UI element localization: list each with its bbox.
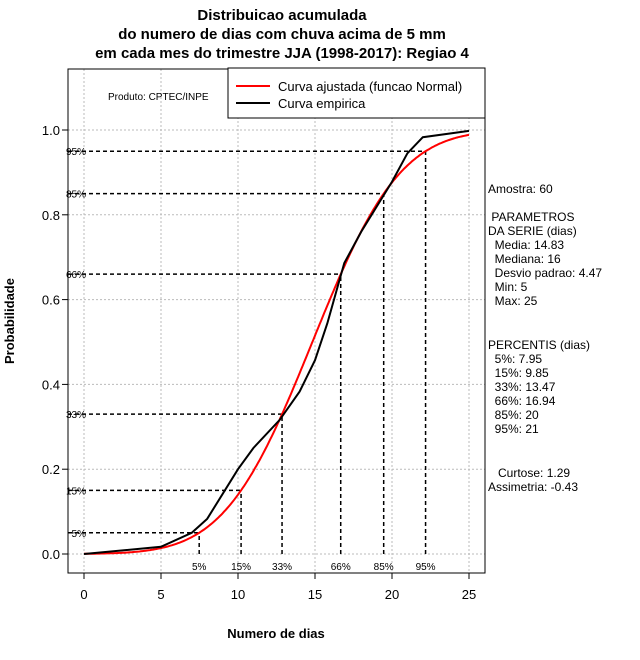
stats-panel: Amostra: 60 PARAMETROS DA SERIE (dias) M… — [488, 182, 638, 494]
params-title: PARAMETROS DA SERIE (dias) — [488, 210, 577, 238]
curtose: Curtose: 1.29 — [488, 466, 571, 480]
percentil-85: 85%: 20 — [488, 408, 539, 422]
chart-title-line: em cada mes do trimestre JJA (1998-2017)… — [95, 45, 469, 62]
guide-x-label: 15% — [231, 562, 251, 573]
x-axis-label: Numero de dias — [227, 626, 325, 641]
guide-y-label: 5% — [72, 529, 87, 540]
x-tick-label: 20 — [385, 587, 399, 602]
percentil-95: 95%: 21 — [488, 422, 539, 436]
y-tick-label: 1.0 — [42, 123, 60, 138]
percentil-33: 33%: 13.47 — [488, 380, 556, 394]
param-media: Media: 14.83 — [488, 238, 565, 252]
guide-y-label: 95% — [66, 147, 86, 158]
x-tick-label: 15 — [308, 587, 322, 602]
percentil-5: 5%: 7.95 — [488, 352, 543, 366]
y-tick-label: 0.6 — [42, 293, 60, 308]
normal-fit-line — [84, 133, 470, 555]
guide-y-label: 85% — [66, 190, 86, 201]
y-tick-label: 0.4 — [42, 377, 60, 392]
percentil-15: 15%: 9.85 — [488, 366, 549, 380]
guide-y-label: 15% — [66, 486, 86, 497]
chart-title-line: Distribuicao acumulada — [197, 7, 367, 24]
empirical-line — [83, 129, 470, 555]
sample-size: Amostra: 60 — [488, 182, 553, 196]
y-axis-label: Probabilidade — [2, 278, 17, 364]
legend-box — [227, 67, 486, 119]
plot-frame — [67, 68, 486, 574]
guide-x-label: 95% — [416, 562, 436, 573]
y-tick-label: 0.0 — [42, 547, 60, 562]
y-tick-label: 0.8 — [42, 208, 60, 223]
guide-x-label: 66% — [331, 562, 351, 573]
x-tick-label: 25 — [462, 587, 476, 602]
param-min: Min: 5 — [488, 280, 528, 294]
legend-label: Curva ajustada (funcao Normal) — [278, 79, 462, 94]
x-tick-label: 0 — [80, 587, 87, 602]
guide-x-label: 85% — [374, 562, 394, 573]
guide-y-label: 66% — [66, 270, 86, 281]
param-mediana: Mediana: 16 — [488, 252, 561, 266]
producer-note: Produto: CPTEC/INPE — [108, 92, 209, 103]
legend-label: Curva empirica — [278, 96, 366, 111]
y-tick-label: 0.2 — [42, 462, 60, 477]
assimetria: Assimetria: -0.43 — [488, 480, 579, 494]
guide-x-label: 5% — [192, 562, 207, 573]
x-tick-label: 10 — [231, 587, 245, 602]
percentis-title: PERCENTIS (dias) — [488, 338, 591, 352]
param-max: Max: 25 — [488, 294, 538, 308]
chart-title-line: do numero de dias com chuva acima de 5 m… — [118, 26, 446, 43]
guide-x-label: 33% — [272, 562, 292, 573]
percentil-66: 66%: 16.94 — [488, 394, 556, 408]
guide-y-label: 33% — [66, 410, 86, 421]
x-tick-label: 5 — [157, 587, 164, 602]
param-desvio: Desvio padrao: 4.47 — [488, 266, 603, 280]
